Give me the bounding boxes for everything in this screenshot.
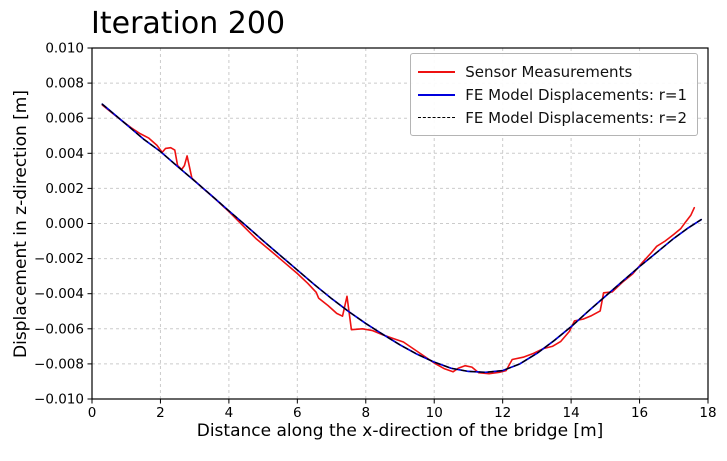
x-axis-label: Distance along the x-direction of the br…: [196, 421, 604, 441]
series-fe-model-displacements-r-1: [101, 103, 703, 374]
x-tick-label: 6: [293, 405, 302, 421]
y-tick-label: 0.006: [45, 111, 84, 127]
chart-title: Iteration 200: [91, 6, 286, 41]
y-tick-label: −0.006: [34, 321, 84, 337]
x-tick-label: 14: [563, 405, 580, 421]
y-tick-label: −0.008: [34, 356, 84, 372]
legend-label: FE Model Displacements: r=2: [465, 108, 687, 127]
y-tick-label: −0.010: [34, 392, 84, 408]
legend-label: FE Model Displacements: r=1: [465, 85, 687, 104]
x-tick-label: 4: [225, 405, 234, 421]
x-tick-label: 8: [361, 405, 370, 421]
series-sensor-measurements: [101, 104, 696, 375]
legend: Sensor Measurements FE Model Displacement…: [410, 53, 698, 136]
legend-item-0: Sensor Measurements: [418, 60, 687, 83]
legend-line-sample: [418, 93, 456, 96]
x-tick-label: 2: [156, 405, 165, 421]
legend-line-sample: [418, 70, 456, 73]
y-tick-label: −0.004: [34, 286, 84, 302]
legend-item-2: FE Model Displacements: r=2: [418, 106, 687, 129]
legend-item-1: FE Model Displacements: r=1: [418, 83, 687, 106]
y-tick-label: 0.004: [45, 146, 84, 162]
legend-label: Sensor Measurements: [465, 62, 633, 81]
x-tick-label: 16: [631, 405, 648, 421]
x-tick-label: 10: [426, 405, 443, 421]
y-tick-label: 0.008: [45, 76, 84, 92]
x-tick-label: 18: [699, 405, 716, 421]
legend-line-sample: [418, 117, 456, 118]
x-tick-label: 0: [88, 405, 97, 421]
y-tick-label: 0.000: [45, 216, 84, 232]
y-axis-label: Displacement in z-direction [m]: [11, 90, 31, 358]
series-fe-model-displacements-r-2: [101, 103, 702, 373]
y-tick-label: −0.002: [34, 251, 84, 267]
y-tick-label: 0.010: [45, 41, 84, 57]
x-tick-label: 12: [494, 405, 511, 421]
y-tick-label: 0.002: [45, 181, 84, 197]
